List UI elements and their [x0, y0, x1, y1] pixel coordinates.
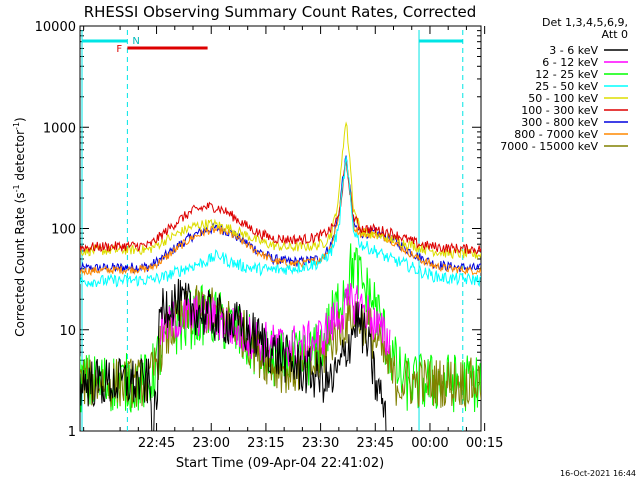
legend-label: 7000 - 15000 keV [500, 140, 598, 153]
series-line [80, 156, 481, 255]
series-line [80, 162, 481, 277]
legend-label: 50 - 100 keV [528, 92, 598, 105]
legend-label: 300 - 800 keV [521, 116, 598, 129]
series-line [80, 278, 387, 431]
legend-label: 800 - 7000 keV [514, 128, 598, 141]
flare-flag: F [116, 44, 122, 55]
y-label-exp1: -1 [12, 184, 21, 192]
timestamp: 16-Oct-2021 16:44 [560, 469, 636, 478]
legend-label: 3 - 6 keV [549, 44, 598, 57]
legend-label: 12 - 25 keV [535, 68, 598, 81]
x-tick-label: 23:00 [193, 436, 230, 451]
y-tick-label: 10000 [35, 20, 76, 35]
x-tick-label: 23:30 [302, 436, 339, 451]
series-line [80, 155, 481, 274]
y-label-main: Corrected Count Rate (s [13, 192, 27, 336]
legend-label: 100 - 300 keV [521, 104, 598, 117]
legend-header-line-2: Att 0 [602, 28, 628, 41]
x-tick-label: 00:00 [411, 436, 448, 451]
y-label-mid: detector [13, 130, 27, 185]
x-tick-label: 22:45 [138, 436, 175, 451]
y-tick-label: 1 [68, 425, 76, 440]
y-axis-label: Corrected Count Rate (s-1 detector-1) [12, 117, 27, 336]
chart-title: RHESSI Observing Summary Count Rates, Co… [84, 3, 477, 21]
x-axis-label: Start Time (09-Apr-04 22:41:02) [176, 456, 384, 471]
y-tick-label: 1000 [43, 121, 76, 136]
x-tick-label: 23:15 [247, 436, 284, 451]
y-tick-label: 10 [59, 324, 76, 339]
night-flag: N [132, 36, 139, 47]
y-label-exp2: -1 [12, 122, 21, 130]
plot-layer: 1 10 100 1000 10000 22:45 23:00 23:15 23:30 23:45… [35, 20, 504, 451]
legend-header-line-1: Det 1,3,4,5,6,9, [542, 16, 628, 29]
x-tick-label: 23:45 [357, 436, 394, 451]
legend-label: 6 - 12 keV [542, 56, 598, 69]
y-tick-label: 100 [51, 223, 76, 238]
series-line [80, 156, 481, 288]
y-label-end: ) [13, 117, 27, 122]
legend-label: 25 - 50 keV [535, 80, 598, 93]
x-tick-label: 00:15 [466, 436, 503, 451]
